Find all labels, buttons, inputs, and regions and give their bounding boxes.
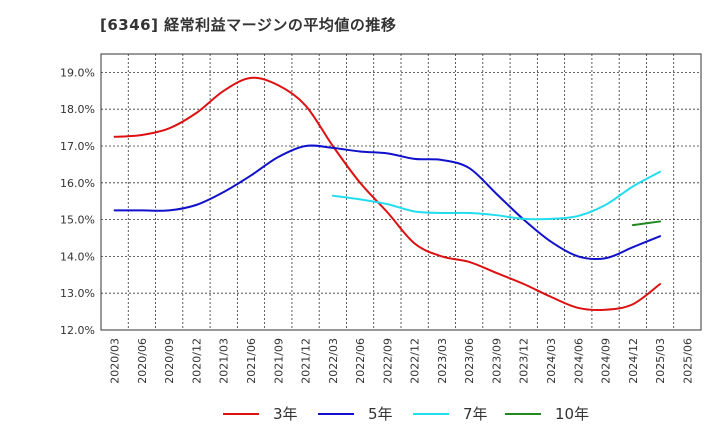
x-tick-label: 2020/12 <box>190 338 203 384</box>
x-tick-label: 2022/09 <box>381 338 394 384</box>
series-line-7年 <box>331 170 662 221</box>
y-tick-label: 17.0% <box>60 140 95 153</box>
x-tick-label: 2022/12 <box>409 338 422 384</box>
legend-item: 10年 <box>505 403 589 424</box>
chart-title: [6346] 経常利益マージンの平均値の推移 <box>100 16 397 34</box>
x-tick-label: 2020/09 <box>163 338 176 384</box>
x-tick-label: 2023/03 <box>436 338 449 384</box>
legend-label: 10年 <box>555 405 590 423</box>
legend-label: 5年 <box>368 405 393 423</box>
y-tick-label: 16.0% <box>60 177 95 190</box>
legend-label: 3年 <box>273 405 298 423</box>
legend-label: 7年 <box>463 405 488 423</box>
x-tick-label: 2024/12 <box>627 338 640 384</box>
y-tick-label: 19.0% <box>60 66 95 79</box>
y-tick-label: 13.0% <box>60 287 95 300</box>
x-tick-label: 2021/09 <box>272 338 285 384</box>
legend-swatch <box>505 412 541 415</box>
legend-swatch <box>413 412 449 415</box>
axis-layer: 12.0% 13.0% 14.0% 15.0% 16.0% 17.0% 18.0% 19.0%… <box>60 66 694 383</box>
y-tick-label: 15.0% <box>60 214 95 227</box>
y-tick-label: 12.0% <box>60 324 95 337</box>
legend-item: 3年 <box>223 403 298 424</box>
x-tick-label: 2024/06 <box>572 338 585 384</box>
y-tick-label: 14.0% <box>60 250 95 263</box>
x-tick-label: 2025/03 <box>654 338 667 384</box>
legend-item: 5年 <box>318 403 393 424</box>
x-tick-label: 2023/06 <box>463 338 476 384</box>
x-tick-label: 2025/06 <box>681 338 694 384</box>
x-tick-label: 2023/12 <box>518 338 531 384</box>
x-tick-label: 2024/03 <box>545 338 558 384</box>
legend-swatch <box>318 412 354 415</box>
series-line-10年 <box>631 220 662 227</box>
x-tick-label: 2024/09 <box>600 338 613 384</box>
x-tick-label: 2020/03 <box>109 338 122 384</box>
series-layer <box>113 76 662 312</box>
x-tick-label: 2021/06 <box>245 338 258 384</box>
grid-layer <box>100 53 702 331</box>
legend: 3年 5年 7年 10年 <box>0 403 720 427</box>
series-line-5年 <box>113 144 662 261</box>
legend-swatch <box>223 412 259 415</box>
series-line-3年 <box>113 76 662 312</box>
x-tick-label: 2023/09 <box>490 338 503 384</box>
legend-item: 7年 <box>413 403 488 424</box>
x-tick-label: 2022/06 <box>354 338 367 384</box>
y-tick-label: 18.0% <box>60 103 95 116</box>
x-tick-label: 2022/03 <box>327 338 340 384</box>
x-tick-label: 2021/12 <box>300 338 313 384</box>
x-tick-label: 2020/06 <box>136 338 149 384</box>
x-tick-label: 2021/03 <box>218 338 231 384</box>
